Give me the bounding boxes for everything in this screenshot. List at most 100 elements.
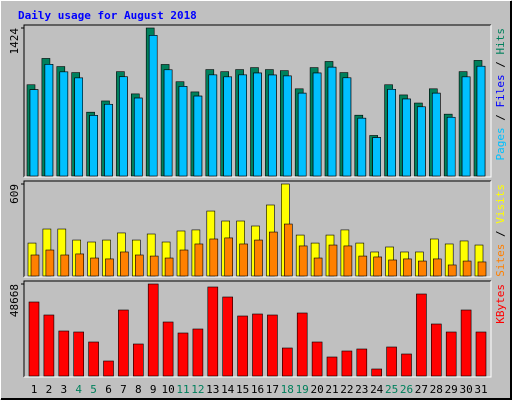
bar bbox=[192, 328, 204, 377]
x-tick-label: 2 bbox=[46, 383, 53, 396]
chart-title: Daily usage for August 2018 bbox=[18, 9, 197, 22]
bar bbox=[237, 315, 248, 377]
x-tick-label: 6 bbox=[105, 383, 112, 396]
bar bbox=[119, 76, 128, 177]
bar bbox=[387, 89, 396, 177]
bar bbox=[134, 97, 143, 177]
bar bbox=[341, 350, 353, 377]
bar bbox=[402, 98, 411, 177]
bar bbox=[371, 368, 383, 377]
bar bbox=[313, 257, 323, 277]
x-tick-label: 5 bbox=[90, 383, 97, 396]
y-tick-label: 48668 bbox=[8, 284, 21, 317]
x-tick-label: 18 bbox=[281, 383, 294, 396]
legend: Pages / Files / Hits bbox=[494, 28, 507, 161]
x-tick-label: 16 bbox=[251, 383, 264, 396]
x-tick-label: 17 bbox=[266, 383, 279, 396]
bar bbox=[462, 260, 472, 277]
bar bbox=[311, 341, 323, 377]
bar bbox=[268, 74, 277, 177]
bar bbox=[222, 296, 233, 377]
bar bbox=[88, 341, 99, 377]
frame bbox=[23, 280, 491, 377]
x-tick-label: 25 bbox=[385, 383, 398, 396]
bar bbox=[343, 245, 353, 277]
bar bbox=[194, 243, 204, 277]
bar bbox=[269, 231, 278, 277]
bar bbox=[296, 312, 308, 377]
bar bbox=[357, 117, 367, 177]
bar bbox=[342, 77, 352, 177]
bar bbox=[475, 331, 487, 377]
x-tick-label: 8 bbox=[135, 383, 142, 396]
bar bbox=[133, 343, 144, 377]
frame bbox=[23, 24, 491, 177]
frame bbox=[24, 181, 492, 278]
bar bbox=[447, 264, 457, 277]
bar bbox=[177, 332, 189, 377]
bar bbox=[430, 323, 442, 377]
bar bbox=[460, 309, 472, 377]
bar bbox=[164, 257, 174, 277]
bar bbox=[388, 259, 397, 277]
bar bbox=[44, 64, 54, 177]
bar bbox=[43, 314, 55, 377]
x-tick-label: 20 bbox=[310, 383, 323, 396]
bar bbox=[148, 35, 158, 177]
legend-label: Files bbox=[494, 74, 507, 107]
x-tick-label: 13 bbox=[206, 383, 219, 396]
y-tick-label: 1424 bbox=[8, 28, 21, 55]
bar bbox=[254, 239, 263, 277]
bar bbox=[224, 237, 233, 277]
bar bbox=[461, 76, 471, 177]
x-tick-label: 10 bbox=[161, 383, 174, 396]
x-tick-label: 3 bbox=[60, 383, 67, 396]
bar bbox=[253, 72, 262, 177]
bar bbox=[297, 92, 307, 177]
bar bbox=[446, 116, 456, 177]
x-tick-label: 19 bbox=[296, 383, 309, 396]
x-tick-label: 11 bbox=[176, 383, 189, 396]
legend-label: Visits bbox=[494, 184, 507, 224]
bar bbox=[327, 66, 337, 177]
bar bbox=[431, 92, 441, 177]
bar bbox=[209, 238, 219, 277]
bar bbox=[252, 313, 263, 377]
x-tick-label: 26 bbox=[400, 383, 413, 396]
bar bbox=[372, 137, 382, 177]
legend-label: KBytes bbox=[494, 284, 507, 324]
x-tick-label: 28 bbox=[430, 383, 443, 396]
bar bbox=[401, 353, 412, 377]
bar bbox=[120, 251, 129, 277]
bar bbox=[28, 301, 40, 377]
bar bbox=[75, 253, 84, 277]
bar bbox=[89, 115, 98, 177]
x-tick-label: 1 bbox=[31, 383, 38, 396]
legend-label: Pages bbox=[494, 127, 507, 160]
bar bbox=[418, 260, 427, 277]
x-tick-label: 27 bbox=[415, 383, 428, 396]
bar bbox=[147, 283, 159, 377]
bar bbox=[417, 106, 426, 177]
frame bbox=[24, 25, 492, 178]
frame bbox=[23, 180, 491, 277]
bar bbox=[477, 261, 487, 277]
bar bbox=[416, 293, 427, 377]
bar bbox=[29, 89, 39, 177]
bar bbox=[445, 331, 457, 377]
bar bbox=[208, 74, 218, 177]
x-tick-label: 9 bbox=[150, 383, 157, 396]
legend-label: Hits bbox=[494, 28, 507, 55]
legend: KBytes bbox=[494, 284, 507, 324]
x-tick-label: 21 bbox=[325, 383, 338, 396]
bar bbox=[223, 76, 232, 177]
bar bbox=[358, 255, 368, 277]
bar bbox=[60, 254, 70, 277]
bar bbox=[149, 255, 159, 277]
bar bbox=[283, 223, 293, 277]
bar bbox=[432, 258, 442, 277]
bar bbox=[135, 254, 144, 277]
bar bbox=[207, 286, 219, 377]
bar bbox=[239, 243, 248, 277]
